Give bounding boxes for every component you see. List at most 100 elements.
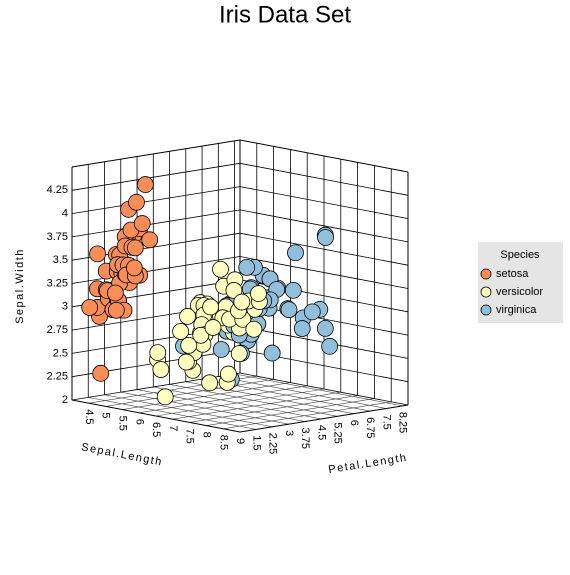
point	[149, 344, 167, 362]
z-tick-label: 2.25	[267, 433, 279, 454]
legend-title: Species	[500, 249, 540, 261]
z-tick-label: 7.5	[380, 414, 392, 429]
floor-grid-line	[172, 391, 341, 420]
floor-grid-line	[104, 394, 273, 428]
y-tick-label: 2.25	[47, 371, 68, 383]
floor-grid-line	[223, 401, 392, 430]
point	[126, 239, 144, 257]
legend-label: versicolor	[496, 286, 543, 298]
x-axis-title: Sepal.Length	[80, 441, 164, 468]
box-edge	[71, 139, 241, 168]
y-tick-label: 2	[62, 394, 68, 406]
x-tick-label: 7.5	[184, 428, 196, 443]
point	[263, 344, 281, 362]
x-tick-label: 6	[133, 419, 145, 425]
y-axis-title: Sepal.Width	[14, 248, 26, 324]
chart-title: Iris Data Set	[219, 1, 351, 28]
point	[230, 345, 248, 363]
point	[125, 259, 143, 277]
point	[128, 193, 145, 211]
z-tick-label: 4.5	[315, 425, 327, 440]
legend-label: virginica	[496, 304, 537, 316]
y-tick-label: 3.25	[47, 277, 68, 289]
legend-box	[478, 242, 563, 323]
point	[106, 284, 124, 302]
point	[233, 293, 251, 311]
point	[284, 281, 302, 299]
point	[293, 320, 311, 337]
floor-grid-line	[122, 382, 291, 410]
point	[202, 298, 220, 316]
floor-grid-line	[206, 398, 375, 426]
point	[136, 176, 154, 193]
y-tick-label: 4	[62, 208, 68, 220]
point	[317, 229, 334, 246]
floor-grid-line	[120, 391, 289, 425]
box-edge	[71, 399, 241, 433]
floor-grid-line	[169, 384, 338, 417]
z-tick-label: 3.75	[299, 428, 311, 449]
point	[245, 320, 263, 338]
point	[172, 323, 190, 340]
point	[107, 301, 125, 319]
point	[192, 326, 210, 344]
point	[141, 231, 159, 249]
wall-grid-line	[239, 162, 409, 196]
wall-grid-line	[71, 162, 241, 191]
wall-grid-line	[239, 186, 409, 219]
floor-grid-line	[189, 395, 358, 423]
wall-grid-line	[71, 209, 241, 238]
box-edge	[239, 139, 409, 173]
point	[180, 336, 198, 354]
wall-grid-line	[239, 256, 409, 289]
point	[250, 285, 267, 302]
y-tick-label: 2.5	[53, 347, 68, 359]
point	[287, 244, 304, 262]
point	[89, 245, 106, 263]
point	[280, 301, 298, 319]
y-tick-label: 2.75	[47, 324, 68, 336]
wall-grid-line	[239, 209, 409, 243]
point	[303, 303, 321, 321]
point	[212, 341, 230, 358]
z-tick-label: 5.25	[332, 422, 344, 443]
y-tick-label: 4.25	[47, 184, 68, 196]
floor-grid-line	[234, 373, 403, 407]
point	[225, 282, 243, 299]
floor-grid-line	[105, 379, 274, 407]
wall-grid-line	[239, 372, 409, 406]
points	[81, 176, 339, 406]
point	[204, 319, 222, 336]
z-tick-label: 6	[348, 420, 360, 426]
y-tick-label: 3.75	[47, 231, 68, 243]
floor-grid-line	[218, 376, 387, 409]
z-tick-label: 8.25	[397, 412, 409, 433]
point	[152, 361, 170, 378]
x-tick-label: 6.5	[150, 422, 162, 437]
z-axis-title: Petal.Length	[328, 452, 409, 476]
point	[133, 215, 151, 232]
point	[212, 260, 229, 278]
legend-marker	[480, 268, 492, 280]
x-tick-label: 5.5	[116, 416, 128, 431]
point	[92, 364, 110, 382]
point	[156, 388, 174, 406]
point	[220, 365, 237, 383]
z-tick-label: 3	[283, 430, 295, 436]
z-tick-label: 1.5	[250, 435, 262, 450]
box-edge	[239, 404, 409, 433]
point	[321, 337, 339, 355]
x-tick-label: 8	[200, 432, 212, 438]
wall-grid-line	[71, 186, 241, 214]
z-tick-label: 6.75	[364, 417, 376, 438]
point	[81, 299, 99, 316]
point	[238, 258, 256, 276]
x-tick-label: 4.5	[83, 409, 95, 424]
point	[316, 319, 334, 337]
floor-grid-line	[153, 386, 322, 420]
x-tick-label: 9	[234, 438, 246, 444]
x-tick-label: 8.5	[217, 435, 229, 450]
legend-marker	[480, 286, 492, 298]
point	[177, 353, 195, 371]
